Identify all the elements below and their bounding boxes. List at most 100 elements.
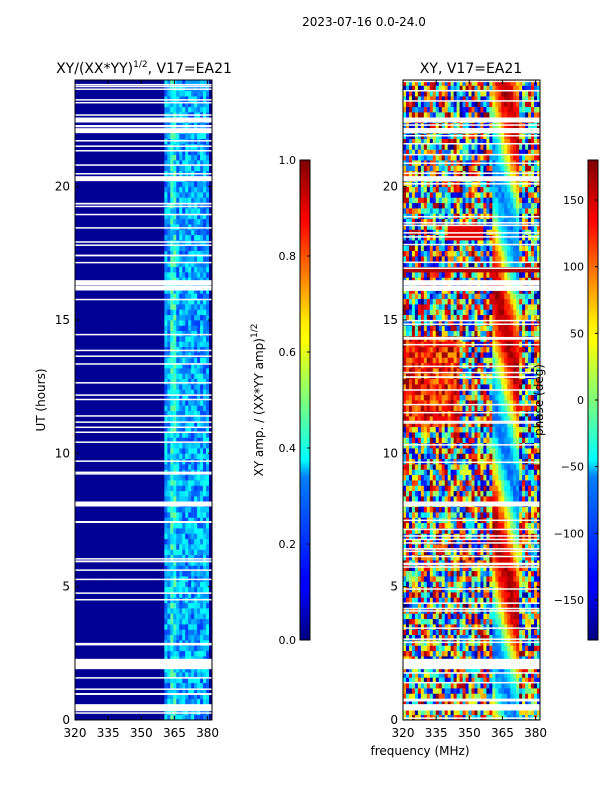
amplitude-cell (176, 442, 180, 449)
amplitude-cell (95, 149, 100, 156)
amplitude-cell (194, 314, 198, 321)
amplitude-cell (83, 405, 88, 412)
amplitude-cell (113, 570, 118, 577)
amplitude-cell (188, 394, 192, 401)
amplitude-cell (170, 480, 174, 486)
amplitude-cell (95, 394, 100, 401)
amplitude-cell (110, 266, 115, 273)
amplitude-cell (122, 165, 127, 172)
amplitude-cell (83, 400, 88, 406)
amplitude-cell (140, 448, 144, 454)
amplitude-cell (176, 560, 180, 566)
amplitude-cell (209, 202, 212, 209)
amplitude-cell (80, 496, 85, 502)
amplitude-cell (77, 645, 82, 652)
amplitude-cell (149, 453, 153, 460)
amplitude-cell (176, 234, 180, 241)
amplitude-cell (140, 602, 144, 609)
amplitude-cell (75, 624, 79, 630)
amplitude-cell (188, 528, 192, 534)
amplitude-cell (209, 378, 212, 385)
figure-suptitle: 2023-07-16 0.0-24.0 (302, 15, 426, 29)
amplitude-cell (98, 586, 103, 593)
amplitude-cell (182, 538, 186, 545)
amplitude-cell (95, 565, 100, 572)
amplitude-cell (104, 437, 109, 444)
amplitude-cell (80, 416, 85, 422)
amplitude-cell (116, 538, 121, 545)
amplitude-cell (122, 490, 127, 497)
amplitude-cell (92, 416, 97, 422)
amplitude-cell (170, 421, 174, 428)
amplitude-cell (101, 522, 106, 529)
amplitude-cell (203, 309, 207, 316)
amplitude-cell (80, 645, 85, 652)
amplitude-cell (137, 677, 141, 684)
amplitude-cell (155, 581, 159, 588)
amplitude-cell (98, 490, 103, 497)
amplitude-cell (167, 410, 171, 417)
amplitude-cell (113, 213, 118, 220)
amplitude-cell (185, 666, 189, 673)
amplitude-cell (167, 320, 171, 326)
amplitude-cell (200, 346, 204, 353)
amplitude-cell (125, 448, 130, 454)
amplitude-cell (107, 565, 112, 572)
amplitude-cell (173, 160, 177, 166)
amplitude-cell (149, 570, 153, 577)
amplitude-cell (104, 160, 109, 166)
amplitude-cell (116, 464, 121, 470)
amplitude-cell (167, 314, 171, 321)
amplitude-cell (206, 325, 210, 332)
amplitude-cell (92, 634, 97, 641)
amplitude-cell (75, 506, 79, 513)
amplitude-cell (101, 218, 106, 225)
amplitude-cell (134, 528, 138, 534)
amplitude-cell (77, 357, 82, 364)
amplitude-cell (83, 453, 88, 460)
amplitude-cell (110, 389, 115, 396)
amplitude-cell (89, 346, 94, 353)
amplitude-cell (194, 197, 198, 204)
amplitude-cell (128, 378, 132, 385)
amplitude-cell (185, 229, 189, 236)
amplitude-cell (80, 245, 85, 252)
amplitude-cell (176, 288, 180, 294)
amplitude-cell (176, 480, 180, 486)
amplitude-cell (86, 240, 91, 246)
amplitude-cell (170, 432, 174, 438)
amplitude-cell (206, 437, 210, 444)
amplitude-cell (143, 330, 147, 337)
amplitude-cell (149, 613, 153, 620)
amplitude-cell (92, 613, 97, 620)
amplitude-cell (131, 373, 135, 380)
amplitude-cell (77, 149, 82, 156)
amplitude-cell (152, 330, 156, 337)
amplitude-cell (104, 592, 109, 598)
amplitude-cell (86, 586, 91, 593)
amplitude-cell (149, 490, 153, 497)
amplitude-cell (149, 330, 153, 337)
amplitude-cell (200, 464, 204, 470)
amplitude-cell (83, 512, 88, 518)
amplitude-cell (116, 426, 121, 433)
amplitude-cell (170, 330, 174, 337)
amplitude-cell (128, 229, 132, 236)
amplitude-cell (158, 325, 162, 332)
amplitude-cell (197, 437, 201, 444)
amplitude-cell (92, 565, 97, 572)
amplitude-cell (128, 208, 132, 214)
amplitude-cell (206, 245, 210, 252)
amplitude-cell (125, 314, 130, 321)
amplitude-cell (119, 218, 124, 225)
amplitude-cell (110, 666, 115, 673)
amplitude-cell (95, 229, 100, 236)
amplitude-cell (173, 325, 177, 332)
amplitude-cell (92, 341, 97, 348)
amplitude-cell (113, 192, 118, 198)
amplitude-cell (80, 400, 85, 406)
amplitude-cell (98, 272, 103, 278)
amplitude-cell (137, 714, 141, 720)
amplitude-cell (152, 629, 156, 636)
amplitude-cell (200, 618, 204, 625)
